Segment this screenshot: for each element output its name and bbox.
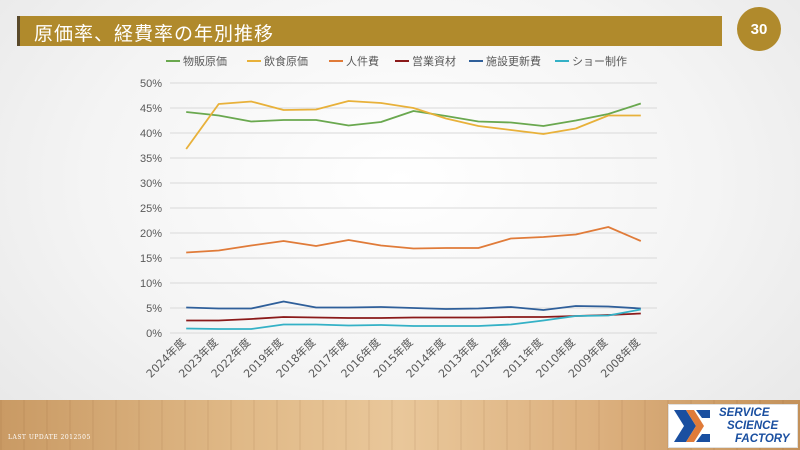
series-line-3 [186, 312, 641, 322]
legend-label-0: 物販原価 [183, 54, 227, 68]
series-line-1 [185, 100, 641, 150]
series-line-4 [186, 300, 641, 311]
legend-label-4: 施設更新費 [486, 54, 541, 68]
y-tick-label: 30% [140, 178, 162, 190]
y-tick-label: 40% [140, 128, 162, 140]
logo-line-1: SERVICE [719, 407, 770, 419]
logo-line-3: FACTORY [735, 433, 790, 445]
title-bar: 原価率、経費率の年別推移 [17, 16, 722, 46]
legend-label-1: 飲食原価 [264, 54, 308, 68]
y-tick-label: 50% [140, 78, 162, 90]
series-line-2 [186, 226, 642, 254]
line-chart: 0%5%10%15%20%25%30%35%40%45%50%2024年度202… [140, 54, 657, 380]
legend-label-3: 営業資材 [412, 54, 456, 68]
logo-line-2: SCIENCE [727, 420, 779, 432]
last-update-text: LAST UPDATE 2012505 [8, 434, 91, 441]
legend-label-2: 人件費 [346, 54, 379, 68]
page-number-badge: 30 [737, 7, 781, 51]
series-line-0 [186, 102, 642, 127]
ssf-logo-mark-icon [674, 410, 710, 442]
legend-label-5: ショー制作 [572, 55, 627, 68]
slide-title: 原価率、経費率の年別推移 [34, 23, 275, 45]
y-tick-label: 45% [140, 103, 162, 115]
y-tick-label: 20% [140, 228, 162, 240]
y-tick-label: 10% [140, 278, 162, 290]
y-tick-label: 15% [140, 253, 162, 265]
y-tick-label: 35% [140, 153, 162, 165]
y-tick-label: 0% [146, 328, 162, 340]
wood-floor-background [0, 400, 800, 450]
y-tick-label: 5% [146, 303, 162, 315]
service-science-factory-logo: SERVICE SCIENCE FACTORY [668, 404, 798, 448]
series-line-5 [186, 308, 641, 330]
y-tick-label: 25% [140, 203, 162, 215]
